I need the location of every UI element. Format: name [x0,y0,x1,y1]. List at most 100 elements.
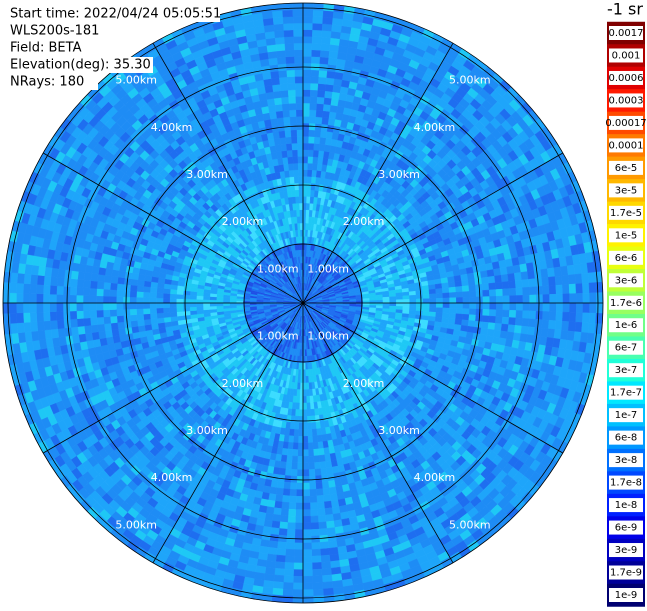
cell [298,163,303,170]
cell [303,183,307,190]
cell [312,429,317,436]
cell [291,130,297,137]
cell [416,307,423,311]
cell [307,429,312,436]
cell [300,216,303,223]
cell [163,308,170,313]
cell [143,308,150,314]
cell [223,306,230,309]
cell [289,170,294,177]
cell [196,299,203,303]
cell [469,309,476,315]
cell [308,150,314,157]
cell [292,143,298,150]
cell [299,183,303,190]
cell [396,303,403,306]
cell [461,280,468,286]
cell [303,170,308,177]
cell [416,299,423,303]
cell [449,287,456,293]
cell [286,143,292,150]
cell [136,303,143,309]
cell [461,274,468,281]
cell [306,383,309,390]
cell [443,308,450,313]
cell [436,293,443,298]
cell [290,483,297,490]
cell [436,298,443,303]
cell [423,299,430,303]
cell [130,309,137,315]
cell [469,291,476,297]
cell [297,456,303,463]
cell [303,130,309,137]
cell [312,436,317,443]
cell [216,303,223,306]
cell [306,389,309,396]
cell [326,467,333,475]
cell [293,163,298,170]
cell [136,309,143,315]
cell [300,203,303,210]
cell [116,303,123,310]
cell [310,409,314,416]
cell [183,311,190,316]
cell [284,164,290,171]
cell [283,157,289,164]
cell [116,296,123,303]
cell [156,293,163,298]
cell [303,416,307,423]
cell [176,303,183,307]
cell [456,303,463,309]
cell [308,449,314,456]
cell [299,190,303,197]
cell [144,319,151,325]
cell [462,314,469,320]
cell [303,483,310,490]
cell [403,303,410,307]
cell [298,450,303,457]
cell [297,216,300,223]
cell [271,118,278,126]
cell [320,468,327,475]
cell [403,296,410,300]
cell [442,313,449,319]
cell [303,403,307,410]
cell [455,314,462,320]
cell [287,449,293,456]
cell [442,283,449,289]
cell [203,303,210,306]
cell [156,303,163,308]
cell [288,442,294,449]
cell [383,297,390,300]
cell [303,470,309,477]
cell [449,313,456,319]
cell [436,308,443,313]
cell [303,436,308,443]
cell [190,303,197,307]
cell [163,293,170,298]
cell [296,483,303,490]
cell [170,316,177,321]
cell [163,298,170,303]
cell [297,463,303,470]
cell [307,423,312,430]
cell [130,315,137,321]
cell [286,455,292,462]
cell [143,314,150,320]
cell [295,416,299,423]
cell [177,311,184,316]
cell [317,435,323,442]
cell [309,130,315,137]
cell [410,299,417,303]
cell [131,320,138,327]
cell [297,130,303,137]
cell [300,383,303,390]
cell [303,396,306,403]
cell [306,376,309,383]
cell [176,307,183,312]
cell [303,423,307,430]
cell [310,402,314,409]
cell [309,116,316,123]
cell [291,190,295,197]
